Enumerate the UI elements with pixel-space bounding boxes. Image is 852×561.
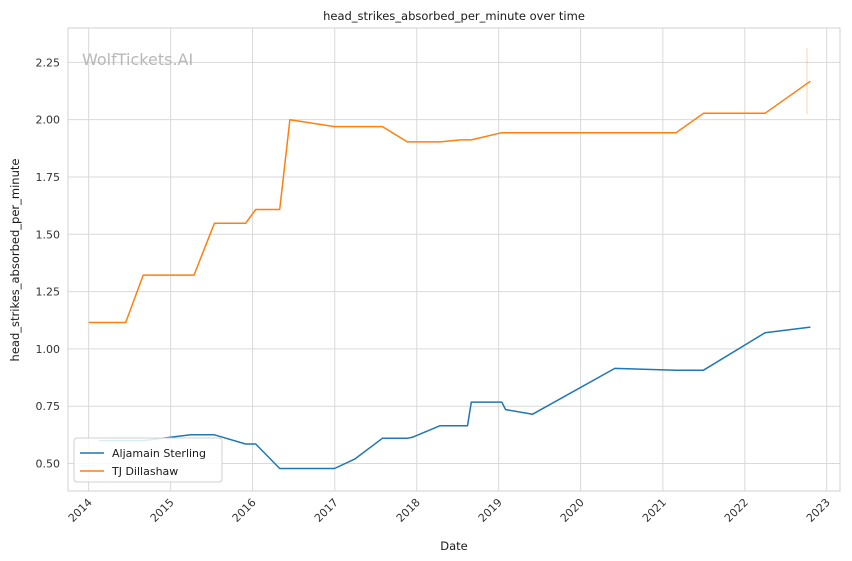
series-line-aljamain-sterling: [98, 326, 811, 470]
watermark: WolfTickets.AI: [82, 50, 193, 69]
series-line-tj-dillashaw: [88, 80, 811, 324]
y-tick-label: 1.50: [36, 228, 61, 241]
legend-label-aljamain-sterling: Aljamain Sterling: [112, 447, 206, 460]
y-tick-label: 2.00: [36, 114, 61, 127]
legend-box: [73, 437, 223, 483]
legend: Aljamain Sterling TJ Dillashaw: [73, 437, 223, 483]
plot-frame: [67, 27, 841, 492]
y-tick-label: 0.50: [36, 457, 61, 470]
y-axis-label: head_strikes_absorbed_per_minute: [8, 159, 22, 362]
series-layer: [88, 80, 811, 470]
y-tick-label: 1.75: [36, 171, 61, 184]
legend-label-tj-dillashaw: TJ Dillashaw: [111, 465, 178, 478]
y-tick-label: 2.25: [36, 56, 61, 69]
y-tick-label: 1.00: [36, 343, 61, 356]
y-tick-label: 1.25: [36, 286, 61, 299]
y-tick-label: 0.75: [36, 400, 61, 413]
y-axis-ticks: 0.50 0.75 1.00 1.25 1.50 1.75 2.00 2.25: [36, 56, 61, 470]
x-axis-label: Date: [440, 539, 468, 553]
chart-title: head_strikes_absorbed_per_minute over ti…: [323, 9, 585, 23]
grid: [68, 28, 840, 491]
